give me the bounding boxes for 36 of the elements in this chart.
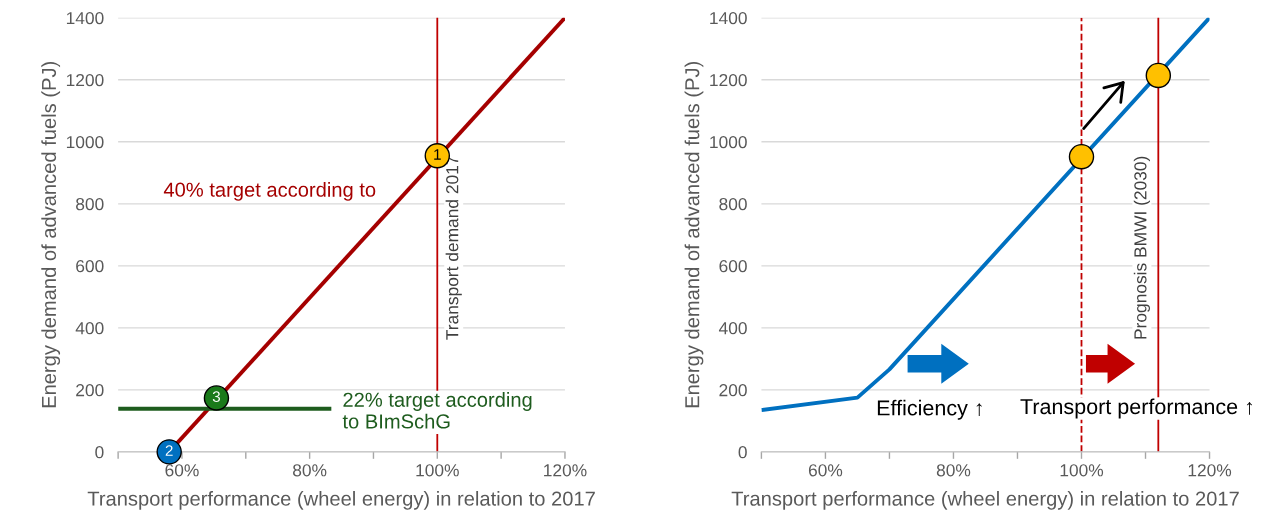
x-tick-label: 60% <box>808 464 843 477</box>
annotation: 3 <box>212 391 221 403</box>
annotation: 1 <box>434 149 441 160</box>
annotation: Transport performance ↑ <box>1020 398 1253 419</box>
series-label: 40% target according to <box>163 182 376 201</box>
x-tick-label: 100% <box>1060 464 1104 477</box>
x-tick-label: 120% <box>1188 464 1232 477</box>
x-tick-label: 80% <box>293 464 327 477</box>
x-axis-title: Transport performance (wheel energy) in relation to 2017 <box>87 490 595 510</box>
y-axis-title: Energy demand of advanced fuels (PJ) <box>41 61 61 408</box>
y-tick-label: 0 <box>95 446 104 459</box>
x-tick-label: 120% <box>544 464 587 477</box>
y-tick-label: 400 <box>75 322 104 335</box>
x-tick-label: 100% <box>416 464 459 477</box>
annotation: 2 <box>165 445 173 456</box>
y-tick-label: 600 <box>76 260 104 273</box>
y-tick-label: 800 <box>76 197 104 211</box>
annotation: Efficiency ↑ <box>877 399 982 420</box>
y-tick-label: 400 <box>718 322 747 335</box>
y-tick-label: 1000 <box>66 135 104 149</box>
y-tick-label: 1200 <box>710 73 747 87</box>
x-tick-label: 80% <box>936 464 971 477</box>
y-tick-label: 800 <box>719 197 747 211</box>
ref-line-label: Prognosis BMWI (2030) <box>1133 156 1150 339</box>
x-tick-label: 60% <box>165 464 199 477</box>
y-tick-label: 0 <box>738 446 747 459</box>
series-label: 22% target according to BImSchG <box>342 392 532 429</box>
y-tick-label: 200 <box>76 384 104 397</box>
y-tick-label: 1400 <box>66 11 104 25</box>
y-tick-label: 1000 <box>710 135 747 149</box>
y-tick-label: 1200 <box>66 73 104 87</box>
y-tick-label: 1400 <box>710 11 747 25</box>
y-tick-label: 600 <box>719 260 747 273</box>
y-tick-label: 200 <box>719 384 747 397</box>
x-axis-title: Transport performance (wheel energy) in relation to 2017 <box>731 490 1239 510</box>
y-axis-title: Energy demand of advanced fuels (PJ) <box>684 61 704 408</box>
